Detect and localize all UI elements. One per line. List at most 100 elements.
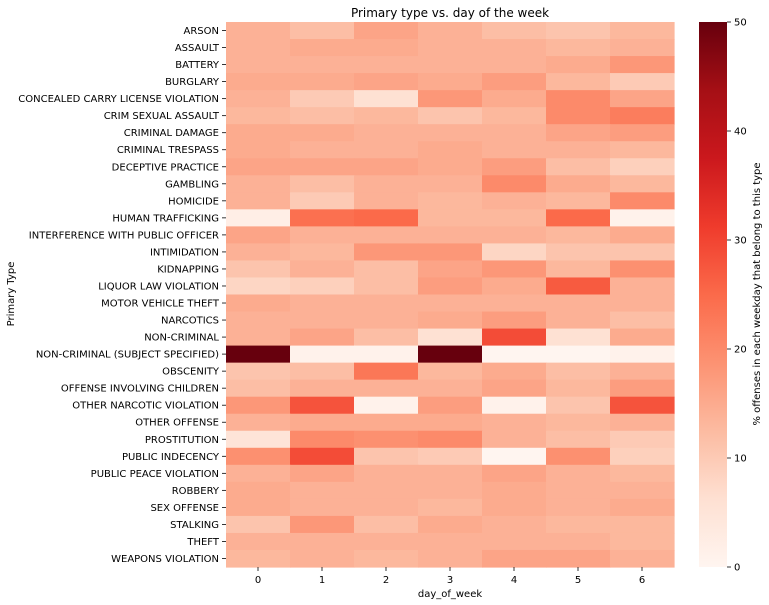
heatmap-cell xyxy=(226,73,291,91)
heatmap-cell xyxy=(354,328,419,347)
heatmap-cell xyxy=(226,90,291,108)
heatmap-cell xyxy=(418,362,483,381)
heatmap-cell xyxy=(354,379,419,398)
heatmap-cell xyxy=(418,175,483,193)
y-tick-label: BURGLARY xyxy=(165,77,220,88)
y-tick-label: LIQUOR LAW VIOLATION xyxy=(98,281,219,292)
heatmap-cell xyxy=(482,22,547,40)
heatmap-cell xyxy=(610,260,675,279)
heatmap-cell xyxy=(418,141,483,159)
heatmap-cell xyxy=(546,379,611,398)
heatmap-cell xyxy=(290,413,355,432)
x-tick-label: 3 xyxy=(447,575,453,586)
heatmap-cell xyxy=(290,260,355,279)
heatmap-cell xyxy=(482,56,547,74)
heatmap-cell xyxy=(610,481,675,500)
heatmap-cell xyxy=(546,124,611,142)
heatmap-cell xyxy=(546,447,611,466)
heatmap-cell xyxy=(610,498,675,517)
chart-title: Primary type vs. day of the week xyxy=(351,6,549,20)
heatmap-cell xyxy=(290,379,355,398)
heatmap-cell xyxy=(354,277,419,296)
heatmap-cell xyxy=(418,243,483,262)
heatmap-cell xyxy=(290,430,355,449)
y-tick-label: HOMICIDE xyxy=(168,196,219,207)
heatmap-cell xyxy=(418,192,483,210)
heatmap-cell xyxy=(226,192,291,210)
colorbar-tick-label: 20 xyxy=(734,345,747,356)
heatmap-cell xyxy=(546,141,611,159)
heatmap-cell xyxy=(354,90,419,108)
heatmap-cell xyxy=(610,294,675,313)
heatmap-cell xyxy=(354,362,419,381)
heatmap-cell xyxy=(226,549,291,568)
y-tick-label: THEFT xyxy=(186,537,220,548)
heatmap-cell xyxy=(482,311,547,330)
y-tick-label: ASSAULT xyxy=(175,43,220,54)
heatmap-cell xyxy=(546,277,611,296)
heatmap-cell xyxy=(610,192,675,210)
heatmap-cell xyxy=(290,277,355,296)
heatmap-cell xyxy=(482,413,547,432)
heatmap-cell xyxy=(226,277,291,296)
y-tick-label: OTHER NARCOTIC VIOLATION xyxy=(72,401,219,412)
heatmap-cell xyxy=(290,328,355,347)
heatmap-cell xyxy=(290,481,355,500)
heatmap-cell xyxy=(226,532,291,551)
heatmap-cell xyxy=(290,124,355,142)
heatmap-cell xyxy=(290,192,355,210)
heatmap-cell xyxy=(354,226,419,245)
heatmap-cell xyxy=(482,430,547,449)
heatmap-cell xyxy=(290,515,355,534)
y-tick-label: GAMBLING xyxy=(165,179,219,190)
heatmap-cell xyxy=(226,311,291,330)
heatmap-cell xyxy=(418,22,483,40)
heatmap-cell xyxy=(290,90,355,108)
heatmap-cell xyxy=(354,515,419,534)
heatmap-cell xyxy=(546,260,611,279)
heatmap-cell xyxy=(610,39,675,57)
heatmap-cells xyxy=(226,22,675,568)
heatmap-cell xyxy=(226,498,291,517)
heatmap-cell xyxy=(482,447,547,466)
heatmap-cell xyxy=(546,396,611,415)
heatmap-cell xyxy=(482,158,547,176)
heatmap-cell xyxy=(354,192,419,210)
heatmap-cell xyxy=(290,464,355,483)
y-tick-label: OBSCENITY xyxy=(162,367,220,378)
y-tick-label: CONCEALED CARRY LICENSE VIOLATION xyxy=(18,94,219,105)
heatmap-cell xyxy=(546,22,611,40)
heatmap-cell xyxy=(354,22,419,40)
heatmap-cell xyxy=(546,73,611,91)
heatmap-cell xyxy=(290,447,355,466)
heatmap-cell xyxy=(610,243,675,262)
heatmap-cell xyxy=(418,532,483,551)
heatmap-cell xyxy=(610,22,675,40)
heatmap-cell xyxy=(546,56,611,74)
y-tick-label: ARSON xyxy=(184,26,220,37)
heatmap-cell xyxy=(610,328,675,347)
heatmap-cell xyxy=(610,464,675,483)
heatmap-cell xyxy=(610,396,675,415)
heatmap-cell xyxy=(226,124,291,142)
heatmap-cell xyxy=(482,73,547,91)
heatmap-cell xyxy=(418,311,483,330)
heatmap-cell xyxy=(418,39,483,57)
heatmap-cell xyxy=(226,328,291,347)
y-tick-label: HUMAN TRAFFICKING xyxy=(112,213,219,224)
heatmap-cell xyxy=(546,532,611,551)
heatmap-cell xyxy=(482,226,547,245)
heatmap-cell xyxy=(354,396,419,415)
heatmap-cell xyxy=(546,481,611,500)
y-tick-label: NON-CRIMINAL xyxy=(144,333,219,344)
y-tick-label: BATTERY xyxy=(175,60,220,71)
x-tick-label: 5 xyxy=(575,575,581,586)
heatmap-cell xyxy=(354,107,419,125)
x-axis-label: day_of_week xyxy=(418,589,483,600)
colorbar-tick-label: 30 xyxy=(734,236,747,247)
heatmap-cell xyxy=(546,158,611,176)
heatmap-cell xyxy=(482,39,547,57)
heatmap-cell xyxy=(610,277,675,296)
heatmap-cell xyxy=(290,107,355,125)
heatmap-cell xyxy=(226,430,291,449)
